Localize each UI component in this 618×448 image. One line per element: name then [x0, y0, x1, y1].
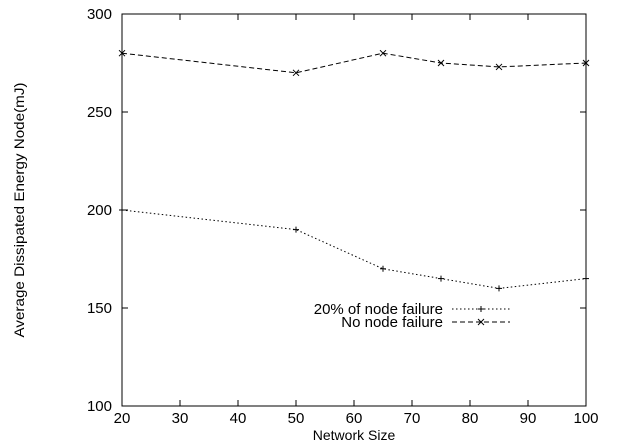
x-tick-label: 70 — [404, 410, 421, 427]
y-tick-label: 200 — [87, 202, 112, 219]
x-tick-label: 30 — [172, 410, 189, 427]
y-axis-title: Average Dissipated Energy Node(mJ) — [11, 83, 27, 338]
y-tick-label: 100 — [87, 398, 112, 415]
data-point-x-marker — [495, 63, 503, 71]
x-tick-label: 50 — [288, 410, 305, 427]
x-tick-label: 90 — [520, 410, 537, 427]
data-point-x-marker — [379, 49, 387, 57]
series-layer — [118, 49, 590, 292]
y-tick-label: 150 — [87, 300, 112, 317]
data-point-x-marker — [292, 69, 300, 77]
legend-label: No node failure — [341, 314, 443, 331]
x-tick-label: 40 — [230, 410, 247, 427]
x-tick-label: 80 — [462, 410, 479, 427]
x-tick-label: 20 — [114, 410, 131, 427]
x-tick-label: 60 — [346, 410, 363, 427]
series-line — [121, 52, 587, 74]
plot-frame — [121, 13, 587, 407]
legend-label: 20% of node failure — [314, 301, 443, 318]
data-point-x-marker — [118, 49, 126, 57]
series-1 — [119, 207, 589, 292]
data-point-x-marker — [582, 59, 590, 67]
y-tick-label: 300 — [87, 6, 112, 23]
x-axis-title: Network Size — [313, 427, 396, 443]
series-line — [121, 209, 587, 289]
y-tick-label: 250 — [87, 104, 112, 121]
series-2 — [118, 49, 590, 77]
axis-ticks: 20 30 40 50 60 70 80 90 100 100 150 200 250 300 — [87, 6, 599, 427]
x-tick-label: 100 — [573, 410, 598, 427]
data-point-x-marker — [477, 318, 485, 326]
data-point-x-marker — [437, 59, 445, 67]
